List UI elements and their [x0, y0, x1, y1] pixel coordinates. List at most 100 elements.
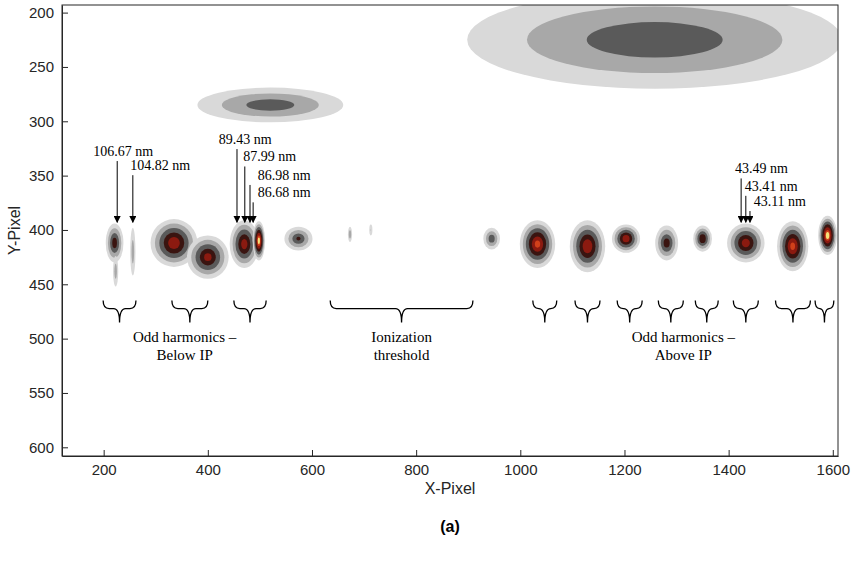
caption: (a)	[440, 518, 460, 535]
y-tick-label: 600	[29, 439, 54, 456]
annotation-arrow	[244, 166, 245, 222]
x-axis-title: X-Pixel	[425, 480, 476, 497]
y-tick-label: 500	[29, 330, 54, 347]
annotation-label: 43.11 nm	[754, 194, 806, 209]
contour-level	[532, 236, 543, 251]
bracket-label: Above IP	[655, 347, 712, 363]
bracket	[103, 301, 136, 323]
bracket	[533, 301, 557, 323]
y-tick: 400	[29, 221, 68, 238]
x-tick-label: 200	[92, 461, 117, 478]
annotation-arrow	[741, 178, 742, 222]
y-tick: 450	[29, 276, 68, 293]
contour-marks	[106, 5, 838, 286]
contour-level	[587, 22, 723, 57]
contour-level	[617, 230, 635, 248]
contour-level	[253, 221, 265, 260]
contour-level	[235, 230, 253, 259]
annotation-label: 86.98 nm	[258, 168, 311, 183]
contour-level	[615, 227, 638, 250]
x-tick-label: 1600	[817, 461, 850, 478]
y-tick-label: 250	[29, 58, 54, 75]
contour-level	[113, 256, 118, 286]
contour-level	[695, 228, 710, 248]
annotation-label: 104.82 nm	[130, 158, 190, 173]
contour-level	[348, 227, 352, 242]
blob	[818, 216, 837, 255]
contour-level	[734, 231, 757, 255]
plot-frame	[62, 5, 838, 456]
contour-level	[664, 238, 670, 247]
y-tick-label: 300	[29, 113, 54, 130]
brackets: Odd harmonics –Below IPIonizationthresho…	[103, 301, 834, 363]
blob	[570, 220, 605, 272]
blob	[369, 225, 372, 236]
contour-level	[655, 226, 678, 261]
contour-level	[780, 226, 806, 267]
annotation-label: 86.68 nm	[258, 185, 311, 200]
contour-level	[130, 228, 135, 276]
annotation-arrow	[250, 185, 251, 222]
blob	[284, 227, 312, 251]
x-tick-mark	[208, 450, 209, 456]
contour-level	[742, 239, 750, 247]
contour-level	[535, 240, 540, 247]
y-tick-mark	[62, 339, 68, 340]
x-tick-label: 800	[404, 461, 429, 478]
bracket-label: Below IP	[157, 347, 213, 363]
annotation-arrow	[236, 149, 237, 222]
contour-level	[241, 239, 247, 249]
x-tick: 200	[92, 450, 117, 478]
contour-level	[284, 227, 312, 251]
y-tick: 500	[29, 330, 68, 347]
contour-level	[818, 216, 837, 255]
blob	[253, 221, 265, 260]
y-axis-line	[62, 6, 63, 457]
contour-level	[112, 238, 117, 248]
contour-level	[821, 221, 834, 249]
contour-level	[257, 236, 260, 246]
x-tick: 1400	[712, 450, 745, 478]
y-tick-mark	[62, 284, 68, 285]
bracket	[172, 301, 208, 323]
annotation-arrow	[117, 161, 118, 222]
contour-level	[369, 225, 372, 236]
x-tick-mark	[416, 450, 417, 456]
y-tick-mark	[62, 67, 68, 68]
y-tick: 250	[29, 58, 68, 75]
y-tick-label: 350	[29, 167, 54, 184]
x-tick-mark	[833, 450, 834, 456]
contour-level	[254, 227, 263, 255]
y-tick: 600	[29, 439, 68, 456]
x-tick: 400	[196, 450, 221, 478]
contour-level	[523, 224, 552, 264]
x-tick-label: 1200	[608, 461, 641, 478]
bracket-label: Odd harmonics –	[133, 329, 237, 345]
contour-level	[520, 220, 555, 268]
x-tick-mark	[624, 450, 625, 456]
contour-level	[164, 233, 185, 254]
y-tick-mark	[62, 13, 68, 14]
contour-level	[258, 238, 260, 245]
annotation-arrow	[132, 175, 133, 222]
contour-level	[826, 232, 829, 239]
contour-level	[526, 228, 549, 260]
contour-level	[222, 93, 319, 116]
annotation-arrow	[745, 196, 746, 223]
y-tick-label: 200	[29, 4, 54, 21]
contour-level	[200, 249, 216, 266]
contour-level	[529, 232, 546, 255]
contour-level	[777, 221, 808, 271]
annotation-arrow	[253, 202, 254, 222]
y-tick: 350	[29, 167, 68, 184]
annotation-arrow	[749, 211, 750, 222]
annotation-label: 87.99 nm	[243, 149, 296, 164]
bracket	[658, 301, 683, 323]
blob	[612, 225, 640, 253]
contour-level	[483, 228, 500, 250]
x-tick-label: 1400	[712, 461, 745, 478]
contour-level	[822, 224, 833, 246]
bracket	[733, 301, 758, 323]
contour-level	[527, 6, 782, 73]
contour-level	[106, 223, 124, 262]
